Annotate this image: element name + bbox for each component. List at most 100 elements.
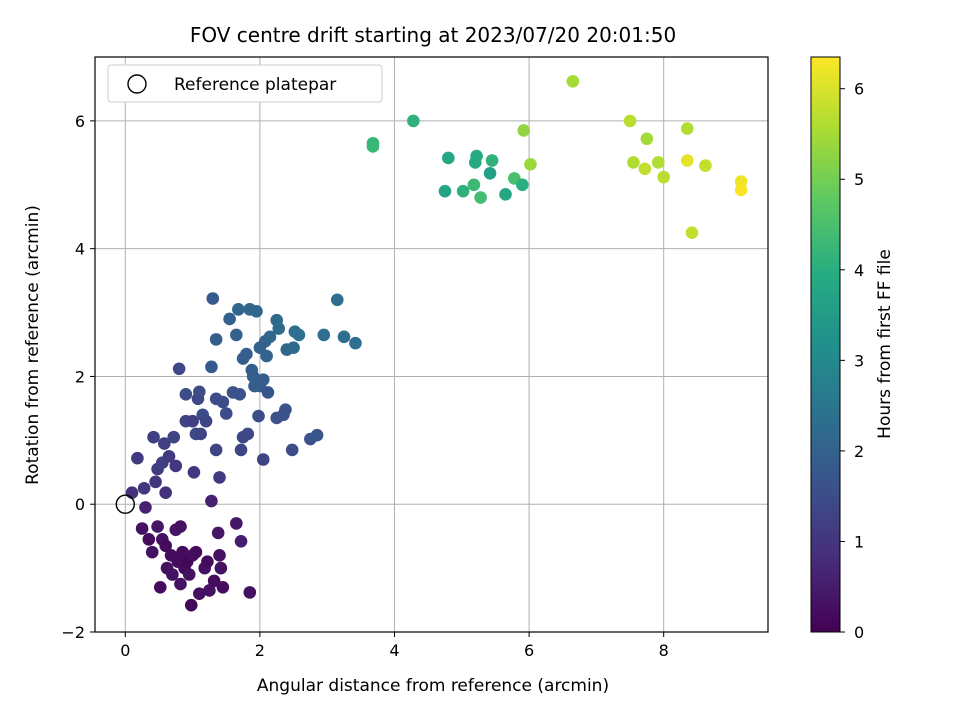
colorbar-tick-label: 5 [854, 170, 864, 189]
data-point [203, 584, 216, 597]
data-point [483, 166, 497, 180]
data-point [517, 124, 531, 137]
data-point [179, 388, 193, 401]
data-point [640, 132, 654, 146]
y-axis-label: Rotation from reference (arcmin) [23, 205, 43, 485]
data-point [566, 74, 580, 88]
data-point [209, 333, 223, 346]
data-points [125, 74, 748, 612]
data-point [211, 526, 225, 540]
data-point [685, 226, 699, 239]
legend: Reference platepar [107, 64, 383, 103]
data-point [524, 158, 537, 171]
data-point [366, 140, 380, 153]
data-point [158, 437, 171, 450]
data-point [176, 545, 189, 559]
data-point [166, 568, 179, 581]
data-point [467, 178, 481, 192]
x-tick-label: 0 [120, 641, 130, 660]
data-point [680, 122, 694, 135]
data-point [205, 494, 218, 508]
data-point [256, 453, 270, 466]
data-point [499, 188, 512, 201]
data-point [184, 598, 198, 612]
colorbar-tick-label: 0 [854, 623, 864, 642]
data-point [199, 414, 213, 428]
data-point [474, 191, 487, 204]
colorbar-label: Hours from first FF file [875, 249, 895, 439]
data-point [172, 362, 186, 376]
data-point [285, 443, 299, 457]
data-point [243, 586, 257, 599]
data-point [125, 486, 139, 500]
data-point [232, 303, 245, 316]
data-point [272, 322, 286, 335]
data-point [310, 428, 324, 442]
colorbar-tick-label: 2 [854, 442, 864, 461]
data-point [182, 568, 196, 581]
reference-platepar-marker [115, 494, 135, 514]
data-point [213, 471, 226, 484]
legend-reference-marker [127, 74, 147, 94]
data-point [131, 451, 144, 465]
data-point [153, 580, 167, 594]
data-point [189, 545, 203, 559]
x-axis-ticks: 0 2 4 6 8 [120, 632, 669, 660]
data-point [263, 330, 277, 344]
data-point [261, 386, 275, 399]
data-point [216, 580, 230, 594]
data-point [194, 427, 207, 441]
data-point [147, 430, 160, 444]
data-point [213, 549, 226, 562]
y-tick-label: −2 [61, 623, 85, 642]
data-point [330, 293, 344, 307]
data-point [442, 151, 455, 165]
data-point [205, 360, 218, 374]
data-point [485, 154, 499, 167]
data-point [230, 328, 243, 342]
data-point [137, 481, 151, 495]
data-point [438, 184, 452, 198]
data-point [149, 475, 162, 489]
y-tick-label: 4 [75, 240, 85, 259]
data-point [201, 555, 214, 569]
data-point [135, 522, 149, 535]
data-point [287, 341, 300, 354]
x-tick-label: 8 [659, 641, 669, 660]
data-point [169, 459, 183, 473]
data-point [337, 330, 351, 344]
colorbar [810, 56, 841, 633]
data-point [174, 520, 187, 533]
data-point [214, 561, 228, 575]
grid-lines [95, 57, 768, 633]
data-point [234, 534, 248, 548]
data-point [234, 443, 248, 457]
legend-box [107, 64, 383, 103]
data-point [139, 501, 152, 514]
data-point [216, 395, 230, 409]
data-point [174, 577, 187, 591]
data-point [186, 414, 199, 428]
data-point [187, 465, 201, 479]
x-tick-label: 2 [255, 641, 265, 660]
y-tick-label: 2 [75, 367, 85, 386]
data-point [145, 545, 159, 559]
data-point [407, 114, 420, 128]
data-point [246, 370, 260, 383]
data-point [209, 443, 223, 457]
x-tick-label: 6 [524, 641, 534, 660]
colorbar-tick-label: 1 [854, 532, 864, 551]
data-point [250, 304, 263, 318]
chart-title: FOV centre drift starting at 2023/07/20 … [190, 23, 676, 47]
data-point [734, 183, 748, 197]
colorbar-tick-label: 6 [854, 80, 864, 99]
data-point [159, 486, 172, 500]
data-point [456, 184, 470, 198]
data-point [699, 159, 712, 172]
data-point [241, 427, 255, 441]
data-point [349, 336, 362, 350]
colorbar-tick-label: 4 [854, 261, 864, 280]
x-axis-label: Angular distance from reference (arcmin) [257, 676, 609, 696]
data-point [223, 312, 236, 326]
